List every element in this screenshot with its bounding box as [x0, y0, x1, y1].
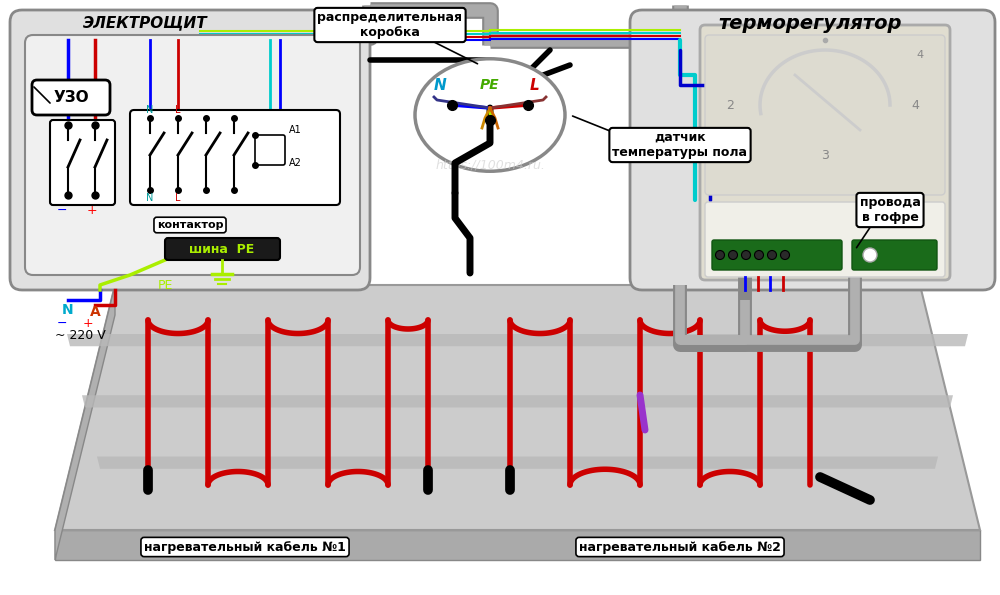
- FancyBboxPatch shape: [25, 35, 360, 275]
- FancyBboxPatch shape: [852, 240, 937, 270]
- FancyBboxPatch shape: [50, 120, 115, 205]
- FancyBboxPatch shape: [165, 238, 280, 260]
- FancyBboxPatch shape: [712, 240, 842, 270]
- Text: 3: 3: [821, 149, 829, 161]
- Ellipse shape: [415, 59, 565, 171]
- Text: PE: PE: [480, 78, 500, 92]
- Text: датчик
температуры пола: датчик температуры пола: [612, 131, 748, 159]
- FancyBboxPatch shape: [255, 135, 285, 165]
- Text: L: L: [175, 193, 181, 203]
- FancyBboxPatch shape: [130, 110, 340, 205]
- Text: контактор: контактор: [157, 220, 223, 230]
- FancyBboxPatch shape: [630, 10, 995, 290]
- Text: ЭЛЕКТРОЩИТ: ЭЛЕКТРОЩИТ: [83, 15, 207, 30]
- Text: шина  РЕ: шина РЕ: [189, 243, 255, 255]
- Text: нагревательный кабель №1: нагревательный кабель №1: [144, 540, 346, 553]
- Text: A1: A1: [289, 125, 302, 135]
- Circle shape: [742, 250, 750, 259]
- FancyBboxPatch shape: [705, 202, 945, 277]
- FancyBboxPatch shape: [32, 80, 110, 115]
- Polygon shape: [97, 456, 938, 469]
- Text: распределительная
коробка: распределительная коробка: [318, 11, 462, 39]
- Text: ~ 220 V: ~ 220 V: [55, 328, 106, 342]
- Text: L: L: [175, 105, 181, 115]
- Circle shape: [863, 248, 877, 262]
- Text: нагревательный кабель №2: нагревательный кабель №2: [579, 540, 781, 553]
- Text: провода
в гофре: провода в гофре: [860, 196, 920, 224]
- Polygon shape: [55, 285, 980, 530]
- Text: https://100m4.ru.: https://100m4.ru.: [435, 158, 545, 171]
- FancyBboxPatch shape: [10, 10, 370, 290]
- Text: L: L: [530, 77, 540, 92]
- FancyBboxPatch shape: [700, 25, 950, 280]
- FancyBboxPatch shape: [705, 35, 945, 195]
- Text: +: +: [83, 317, 93, 330]
- Circle shape: [780, 250, 789, 259]
- Text: N: N: [146, 193, 154, 203]
- Text: A: A: [90, 305, 100, 319]
- Text: N: N: [62, 303, 74, 317]
- Polygon shape: [55, 530, 980, 560]
- Text: −: −: [57, 203, 67, 217]
- Polygon shape: [55, 285, 115, 560]
- Circle shape: [716, 250, 724, 259]
- Text: РЕ: РЕ: [157, 278, 173, 292]
- Circle shape: [755, 250, 764, 259]
- Text: +: +: [87, 203, 97, 217]
- Text: 2: 2: [726, 99, 734, 111]
- Polygon shape: [67, 334, 968, 346]
- Circle shape: [767, 250, 776, 259]
- Text: 4: 4: [916, 50, 924, 60]
- Text: N: N: [434, 77, 446, 92]
- Text: терморегулятор: терморегулятор: [718, 14, 902, 33]
- Polygon shape: [82, 395, 953, 408]
- Text: 4: 4: [911, 99, 919, 111]
- Circle shape: [728, 250, 738, 259]
- Text: N: N: [146, 105, 154, 115]
- Text: A2: A2: [289, 158, 302, 168]
- Text: −: −: [57, 317, 67, 330]
- Text: УЗО: УЗО: [53, 89, 89, 105]
